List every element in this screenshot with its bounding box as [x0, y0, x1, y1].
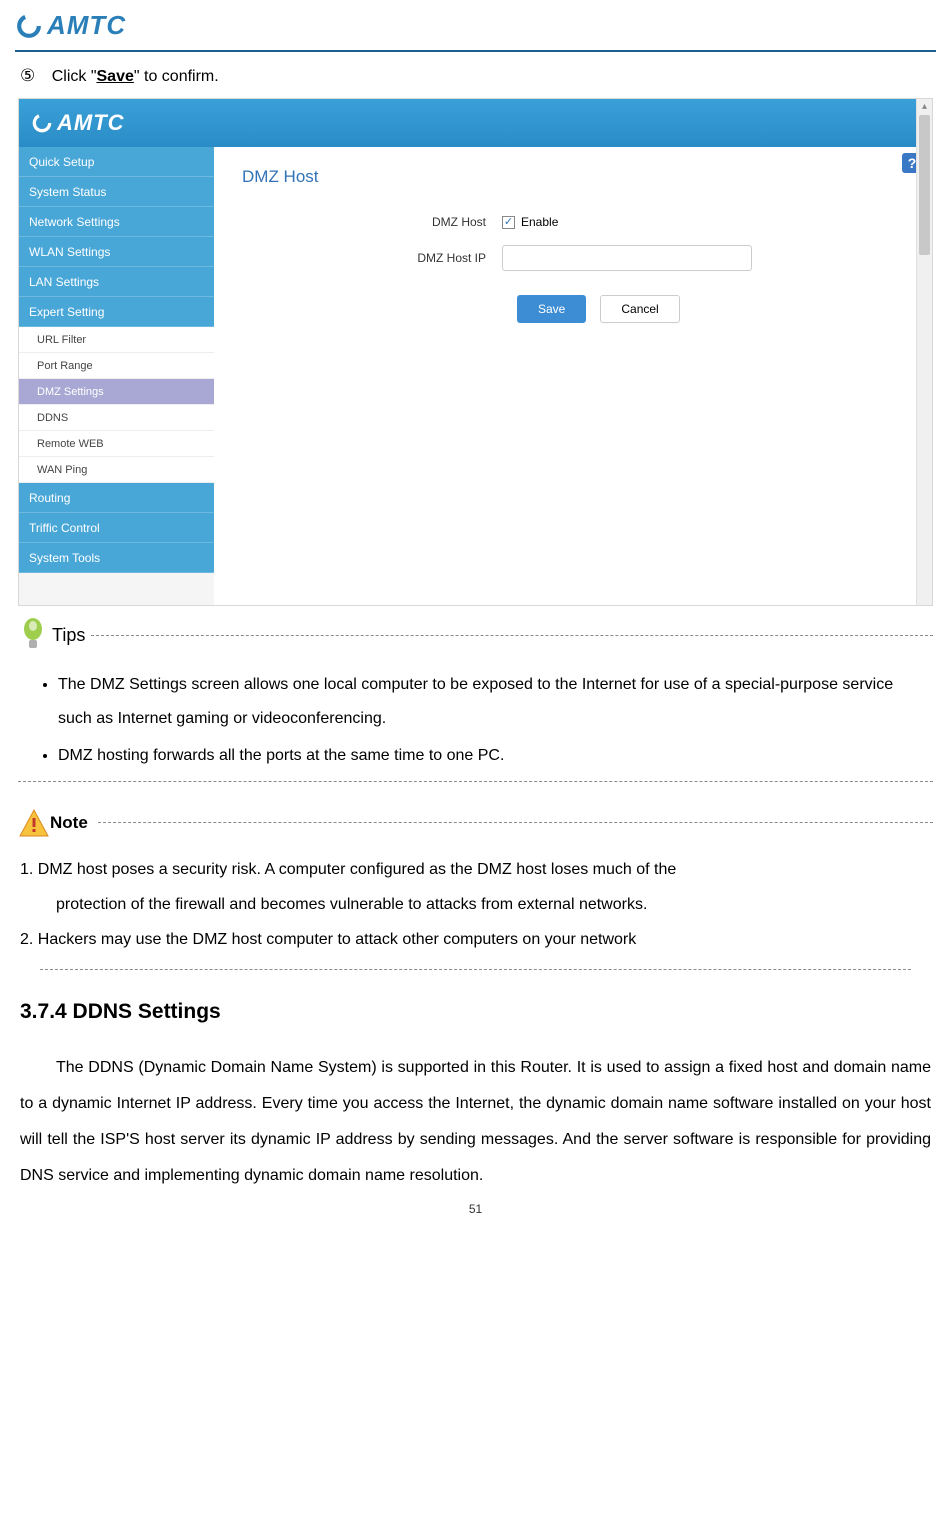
sidebar-sub-ddns[interactable]: DDNS: [19, 405, 214, 431]
scrollbar[interactable]: ▴: [916, 99, 932, 605]
button-row: Save Cancel: [517, 295, 904, 323]
sidebar: Quick Setup System Status Network Settin…: [19, 147, 214, 605]
enable-label: Enable: [521, 215, 558, 229]
enable-checkbox[interactable]: ✓: [502, 216, 515, 229]
logo-swoosh-icon: [15, 12, 43, 40]
sidebar-item-lan-settings[interactable]: LAN Settings: [19, 267, 214, 297]
tip-item-2: DMZ hosting forwards all the ports at th…: [58, 739, 929, 773]
sidebar-item-quick-setup[interactable]: Quick Setup: [19, 147, 214, 177]
tip-item-1: The DMZ Settings screen allows one local…: [58, 668, 929, 735]
save-button[interactable]: Save: [517, 295, 586, 323]
bulb-icon: [18, 616, 48, 654]
sidebar-sub-port-range[interactable]: Port Range: [19, 353, 214, 379]
label-dmz-host: DMZ Host: [242, 215, 502, 229]
note-line-1a: 1. DMZ host poses a security risk. A com…: [20, 852, 931, 887]
note-end-dash: [40, 969, 911, 970]
section-paragraph: The DDNS (Dynamic Domain Name System) is…: [20, 1050, 931, 1194]
page-header: AMTC: [0, 0, 951, 46]
save-word: Save: [97, 68, 134, 85]
header-divider: [15, 50, 936, 52]
sidebar-item-network-settings[interactable]: Network Settings: [19, 207, 214, 237]
router-screenshot: AMTC Quick Setup System Status Network S…: [18, 98, 933, 606]
note-dash-line: [98, 822, 933, 823]
brand-text: AMTC: [47, 10, 126, 41]
sidebar-sub-dmz-settings[interactable]: DMZ Settings: [19, 379, 214, 405]
screenshot-header: AMTC: [19, 99, 932, 147]
shot-brand-text: AMTC: [57, 110, 125, 136]
label-dmz-host-ip: DMZ Host IP: [242, 251, 502, 265]
tips-label: Tips: [52, 625, 85, 646]
form-row-dmz-host-ip: DMZ Host IP: [242, 245, 904, 271]
sidebar-item-wlan-settings[interactable]: WLAN Settings: [19, 237, 214, 267]
step-text-prefix: Click ": [52, 68, 97, 85]
scroll-thumb[interactable]: [919, 115, 930, 255]
main-panel: ? DMZ Host DMZ Host ✓ Enable DMZ Host IP…: [214, 147, 932, 605]
step-number: ⑤: [20, 66, 35, 86]
step-text-suffix: " to confirm.: [134, 68, 219, 85]
section-heading: 3.7.4 DDNS Settings: [20, 1000, 931, 1024]
scroll-up-icon[interactable]: ▴: [917, 99, 932, 115]
note-label: Note: [50, 813, 88, 833]
note-line-1b: protection of the firewall and becomes v…: [20, 887, 931, 922]
screenshot-body: Quick Setup System Status Network Settin…: [19, 147, 932, 605]
shot-logo-icon: [31, 112, 53, 134]
warning-icon: [18, 808, 50, 838]
brand-logo: AMTC: [15, 10, 936, 41]
note-line-2: 2. Hackers may use the DMZ host computer…: [20, 922, 931, 957]
sidebar-item-traffic-control[interactable]: Triffic Control: [19, 513, 214, 543]
sidebar-item-routing[interactable]: Routing: [19, 483, 214, 513]
note-list: 1. DMZ host poses a security risk. A com…: [20, 852, 931, 958]
note-header: Note: [18, 808, 933, 838]
step-instruction: ⑤ Click "Save" to confirm.: [20, 66, 931, 86]
tips-list: The DMZ Settings screen allows one local…: [58, 668, 929, 773]
dmz-host-ip-input[interactable]: [502, 245, 752, 271]
sidebar-item-system-tools[interactable]: System Tools: [19, 543, 214, 573]
sidebar-item-expert-setting[interactable]: Expert Setting: [19, 297, 214, 327]
page-number: 51: [0, 1202, 951, 1216]
sidebar-item-system-status[interactable]: System Status: [19, 177, 214, 207]
panel-title: DMZ Host: [242, 167, 904, 187]
sidebar-sub-url-filter[interactable]: URL Filter: [19, 327, 214, 353]
form-row-dmz-host: DMZ Host ✓ Enable: [242, 215, 904, 229]
tips-dash-line: [91, 635, 933, 636]
sidebar-sub-wan-ping[interactable]: WAN Ping: [19, 457, 214, 483]
cancel-button[interactable]: Cancel: [600, 295, 679, 323]
tips-end-dash: [18, 781, 933, 782]
sidebar-sub-remote-web[interactable]: Remote WEB: [19, 431, 214, 457]
tips-header: Tips: [18, 616, 933, 654]
